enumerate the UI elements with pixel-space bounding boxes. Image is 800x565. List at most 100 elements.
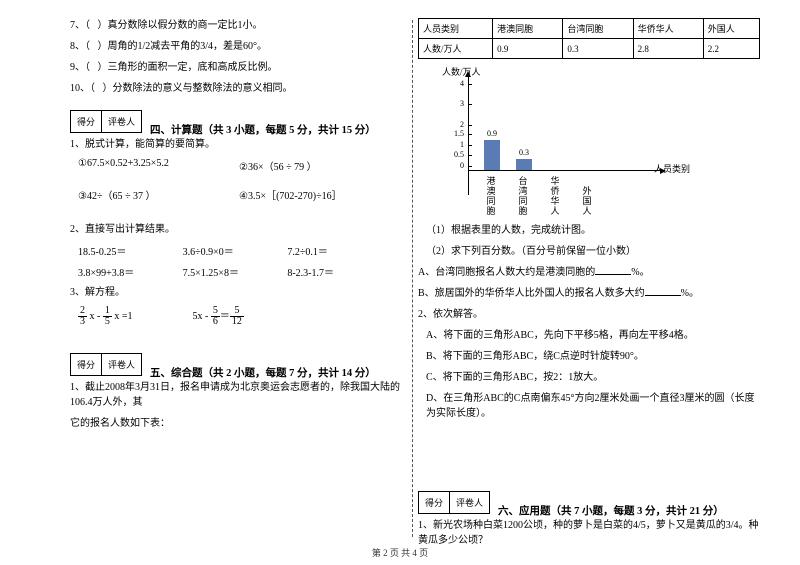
bar-label: 0.3: [514, 148, 534, 157]
judgment-item: 7、（ ）真分数除以假分数的商一定比1小。: [70, 18, 400, 33]
section5-title: 五、综合题（共 2 小题，每题 7 分，共计 14 分）: [150, 365, 376, 380]
tick-label: 4: [442, 79, 464, 88]
stmt: ）周角的1/2减去平角的3/4，差是60°。: [98, 41, 268, 52]
fraction: 512: [230, 306, 244, 327]
denominator: 6: [211, 317, 220, 327]
paren: （: [85, 20, 90, 31]
score-label: 得分: [70, 353, 101, 376]
judgment-item: 10、（ ）分数除法的意义与整数除法的意义相同。: [70, 81, 400, 96]
tick-label: 3: [442, 99, 464, 108]
calc-item: ②36×（56 ÷ 79 ）: [239, 158, 400, 173]
bar-chart: 人数/万人 人员类别 4321.510.50 0.90.3 港 澳 同 胞台 湾…: [442, 67, 662, 217]
tick-mark: [468, 134, 472, 135]
denominator: 3: [78, 317, 87, 327]
score-box: 得分 评卷人: [70, 353, 142, 376]
section4-title: 四、计算题（共 3 小题，每题 5 分，共计 15 分）: [150, 122, 376, 137]
sub-qB: B、旅居国外的华侨华人比外国人的报名人数多大约 %。: [418, 286, 760, 301]
tick-mark: [468, 155, 472, 156]
chart-ylabel: 人数/万人: [442, 65, 481, 78]
calc-row-2: ③42÷（65 ÷ 37 ） ④3.5×［(702-270)÷16］: [70, 187, 400, 202]
paren: （: [85, 62, 90, 73]
calc-item: ④3.5×［(702-270)÷16］: [239, 187, 400, 202]
table-cell: 0.9: [493, 39, 563, 59]
category-label: 港 澳 同 胞: [484, 177, 498, 217]
table-cell: 华侨华人: [633, 19, 703, 39]
bar: [484, 140, 500, 170]
tick-label: 0: [442, 161, 464, 170]
calc-item: 3.8×99+3.8＝: [78, 264, 183, 279]
q5-1-b: 它的报名人数如下表：: [70, 416, 400, 431]
q6-1: 1、新光农场种白菜1200公顷，种的萝卜是白菜的4/5，萝卜又是黄瓜的3/4。种…: [418, 518, 760, 548]
tick-label: 1.5: [442, 129, 464, 138]
section6-title: 六、应用题（共 7 小题，每题 3 分，共计 21 分）: [498, 503, 724, 518]
tick-mark: [468, 104, 472, 105]
text: A、台湾同胞报名人数大约是港澳同胞的: [418, 267, 595, 278]
section6-header: 得分 评卷人 六、应用题（共 7 小题，每题 3 分，共计 21 分）: [418, 483, 760, 518]
score-box: 得分 评卷人: [70, 110, 142, 133]
table-cell: 人数/万人: [419, 39, 493, 59]
score-label: 得分: [70, 110, 101, 133]
spacer: [418, 427, 760, 483]
tick-label: 2: [442, 120, 464, 129]
tick-mark: [468, 145, 472, 146]
q5-1-a: 1、截止2008年3月31日，报名申请成为北京奥运会志愿者的，除我国大陆的106…: [70, 380, 400, 410]
page-footer: 第 2 页 共 4 页: [0, 546, 800, 559]
sub-q2: （2）求下列百分数。（百分号前保留一位小数）: [426, 244, 760, 259]
calc-item: 3.6÷0.9×0＝: [183, 243, 288, 258]
calc-item: 7.5×1.25×8＝: [183, 264, 288, 279]
num: 7、: [70, 20, 85, 31]
calc-row-1: ①67.5×0.52+3.25×5.2 ②36×（56 ÷ 79 ）: [70, 158, 400, 173]
grader-label: 评卷人: [101, 353, 142, 376]
stmt: ）真分数除以假分数的商一定比1小。: [98, 20, 263, 31]
column-divider: [412, 20, 413, 537]
stmt: ）三角形的面积一定，底和高成反比例。: [98, 62, 278, 73]
equation-row: 23 x - 15 x =1 5x - 56＝512: [78, 306, 392, 327]
denominator: 5: [103, 317, 112, 327]
tick-label: 1: [442, 140, 464, 149]
text: B、旅居国外的华侨华人比外国人的报名人数多大约: [418, 288, 645, 299]
data-table: 人员类别 港澳同胞 台湾同胞 华侨华人 外国人 人数/万人 0.9 0.3 2.…: [418, 18, 760, 59]
table-cell: 港澳同胞: [493, 19, 563, 39]
section4-header: 得分 评卷人 四、计算题（共 3 小题，每题 5 分，共计 15 分）: [70, 102, 400, 137]
eq-text: ＝: [220, 311, 230, 322]
table-row: 人数/万人 0.9 0.3 2.8 2.2: [419, 39, 760, 59]
judgment-item: 8、（ ）周角的1/2减去平角的3/4，差是60°。: [70, 39, 400, 54]
num: 8、: [70, 41, 85, 52]
right-column: 人员类别 港澳同胞 台湾同胞 华侨华人 外国人 人数/万人 0.9 0.3 2.…: [418, 18, 760, 554]
calc-item: 8-2.3-1.7＝: [287, 264, 392, 279]
num: 10、: [70, 83, 90, 94]
blank-fill[interactable]: [595, 265, 631, 275]
text: %。: [631, 267, 649, 278]
eq-text: x -: [87, 311, 103, 322]
section5-header: 得分 评卷人 五、综合题（共 2 小题，每题 7 分，共计 14 分）: [70, 345, 400, 380]
table-cell: 外国人: [703, 19, 759, 39]
sub-qA: A、台湾同胞报名人数大约是港澳同胞的 %。: [418, 265, 760, 280]
eq-text: 5x -: [192, 311, 210, 322]
bar-label: 0.9: [482, 129, 502, 138]
category-label: 台 湾 同 胞: [516, 177, 530, 217]
stmt: ）分数除法的意义与整数除法的意义相同。: [103, 83, 293, 94]
fraction: 15: [103, 306, 112, 327]
text: %。: [681, 288, 699, 299]
calc-item: ①67.5×0.52+3.25×5.2: [78, 158, 239, 173]
tick-mark: [468, 166, 472, 167]
q2-prompt: 2、直接写出计算结果。: [70, 222, 400, 237]
score-box: 得分 评卷人: [418, 491, 490, 514]
blank-fill[interactable]: [645, 286, 681, 296]
q2-d: D、在三角形ABC的C点南偏东45°方向2厘米处画一个直径3厘米的圆（长度为实际…: [426, 391, 760, 421]
table-cell: 人员类别: [419, 19, 493, 39]
q2-prompt: 2、依次解答。: [418, 307, 760, 322]
page-wrap: 7、（ ）真分数除以假分数的商一定比1小。 8、（ ）周角的1/2减去平角的3/…: [0, 0, 800, 554]
grader-label: 评卷人: [449, 491, 490, 514]
eq-text: x =1: [112, 311, 133, 322]
q3-prompt: 3、解方程。: [70, 285, 400, 300]
fraction: 56: [211, 306, 220, 327]
tick-mark: [468, 84, 472, 85]
q2-c: C、将下面的三角形ABC，按2：1放大。: [426, 370, 760, 385]
calc-item: ③42÷（65 ÷ 37 ）: [78, 187, 239, 202]
axis-x: [468, 170, 662, 171]
table-cell: 台湾同胞: [563, 19, 633, 39]
q2-a: A、将下面的三角形ABC，先向下平移5格，再向左平移4格。: [426, 328, 760, 343]
sub-q1: （1）根据表里的人数，完成统计图。: [426, 223, 760, 238]
table-cell: 2.2: [703, 39, 759, 59]
